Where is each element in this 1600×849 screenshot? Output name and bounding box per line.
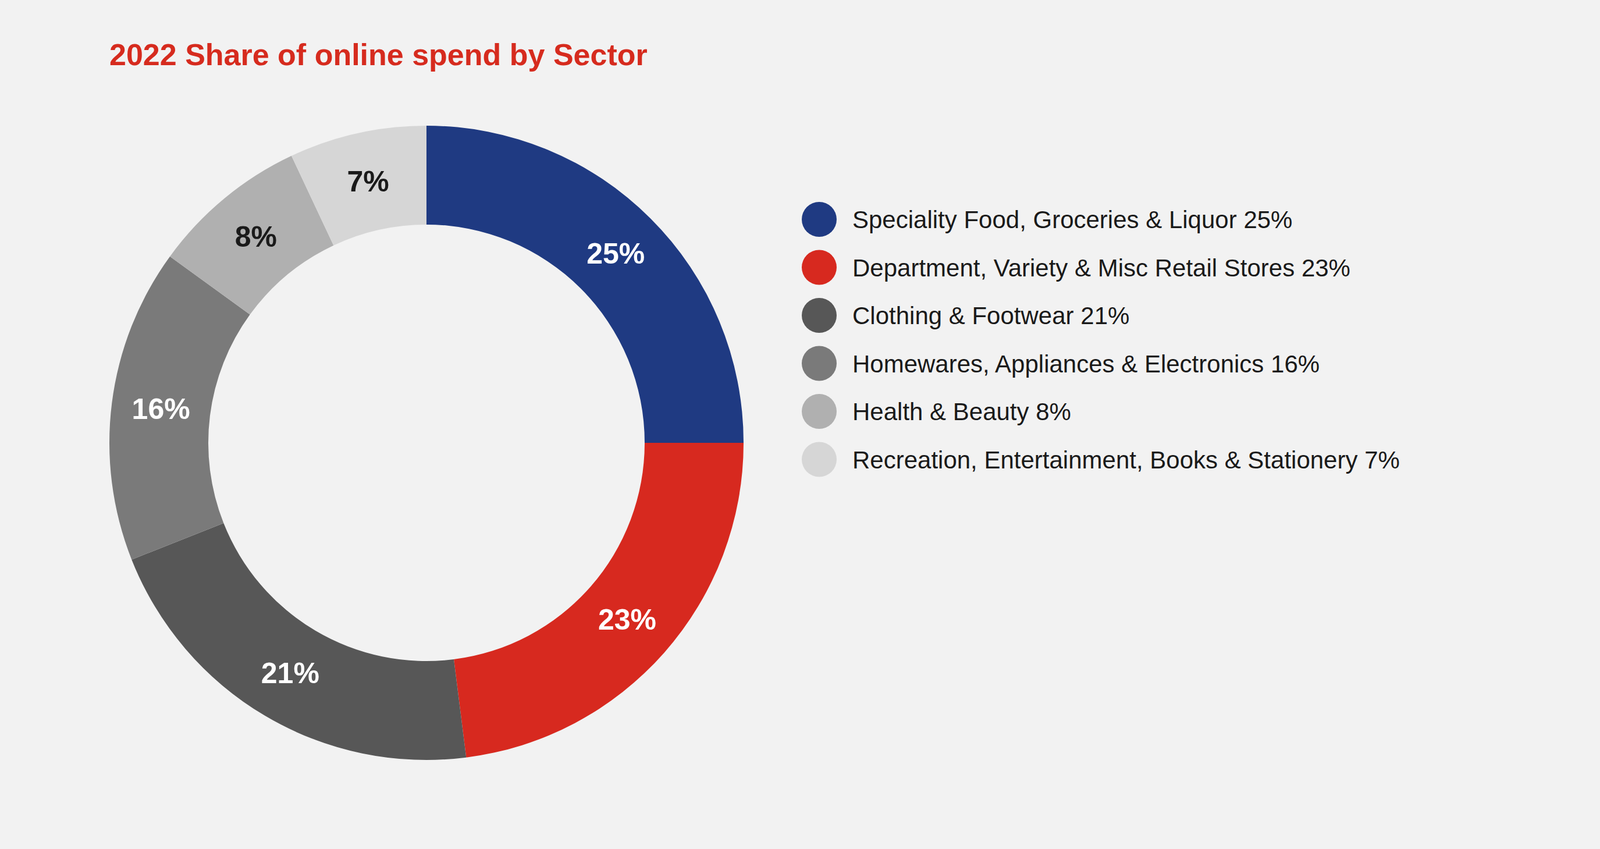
- legend-item: Homewares, Appliances & Electronics16%: [801, 346, 1320, 382]
- legend-item: Health & Beauty8%: [801, 393, 1072, 429]
- data-label: 23%: [598, 603, 657, 636]
- slice: [109, 256, 251, 560]
- legend-value: 7%: [1364, 445, 1400, 474]
- data-label: 25%: [586, 237, 645, 270]
- slice: [291, 125, 427, 246]
- legend-value: 16%: [1270, 349, 1320, 378]
- data-label: 8%: [235, 220, 277, 254]
- legend-category: Department, Variety & Misc Retail Stores: [852, 253, 1295, 282]
- legend-swatch: [801, 442, 837, 478]
- legend-category: Recreation, Entertainment, Books & Stati…: [852, 445, 1358, 474]
- data-label: 16%: [132, 392, 191, 426]
- slice: [426, 125, 744, 443]
- slice: [453, 442, 744, 758]
- legend-category: Homewares, Appliances & Electronics: [852, 349, 1264, 378]
- slice: [131, 523, 467, 760]
- legend-label: Department, Variety & Misc Retail Stores…: [852, 253, 1351, 282]
- legend-value: 8%: [1035, 397, 1072, 426]
- legend-label: Health & Beauty8%: [852, 397, 1072, 426]
- legend-value: 21%: [1080, 301, 1130, 330]
- legend-category: Speciality Food, Groceries & Liquor: [852, 205, 1237, 234]
- legend-value: 23%: [1301, 253, 1351, 282]
- legend-swatch: [801, 393, 837, 429]
- chart-svg: 2022 Share of online spend by Sector25%2…: [0, 0, 1600, 849]
- legend-label: Speciality Food, Groceries & Liquor25%: [852, 205, 1293, 234]
- legend-category: Clothing & Footwear: [852, 301, 1075, 330]
- legend-label: Clothing & Footwear21%: [852, 301, 1130, 330]
- background: [0, 0, 1600, 849]
- legend-value: 25%: [1243, 205, 1293, 234]
- legend-label: Recreation, Entertainment, Books & Stati…: [852, 445, 1400, 474]
- legend-swatch: [801, 297, 837, 333]
- legend-swatch: [801, 346, 837, 382]
- legend-swatch: [801, 201, 837, 237]
- data-labels: 25% 23% 21% 16% 8% 7%: [132, 165, 657, 690]
- donut: [109, 125, 744, 760]
- legend-item: Speciality Food, Groceries & Liquor25%: [801, 201, 1293, 237]
- legend: Speciality Food, Groceries & Liquor25% De…: [801, 201, 1400, 478]
- legend-label: Homewares, Appliances & Electronics16%: [852, 349, 1320, 378]
- legend-item: Clothing & Footwear21%: [801, 297, 1130, 333]
- chart-title: 2022 Share of online spend by Sector: [109, 37, 648, 72]
- data-label: 7%: [347, 165, 390, 198]
- legend-item: Recreation, Entertainment, Books & Stati…: [801, 442, 1400, 478]
- legend-item: Department, Variety & Misc Retail Stores…: [801, 250, 1351, 286]
- legend-swatch: [801, 250, 837, 286]
- legend-category: Health & Beauty: [852, 397, 1030, 426]
- data-label: 21%: [261, 656, 320, 690]
